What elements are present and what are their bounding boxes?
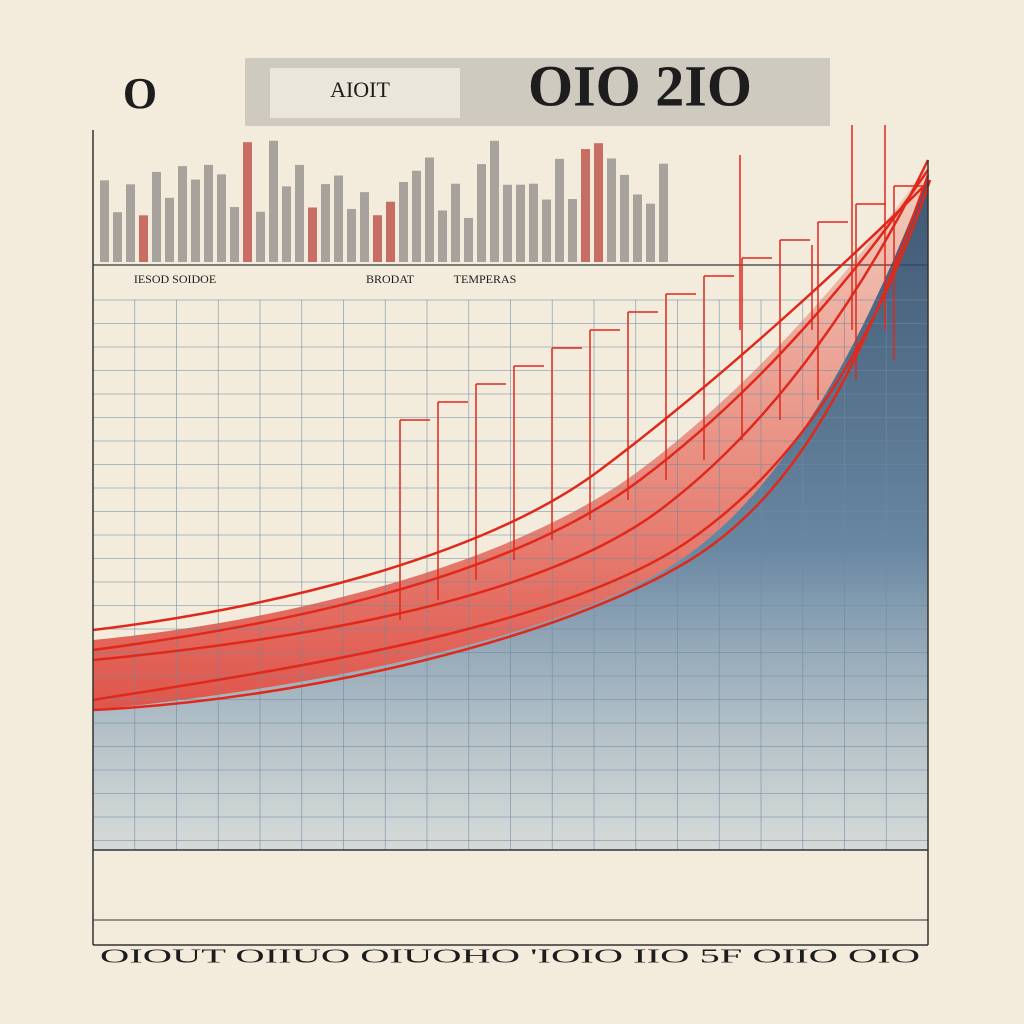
building	[269, 140, 278, 262]
building	[594, 143, 603, 262]
building	[659, 163, 668, 262]
building	[152, 171, 161, 262]
red-curve	[92, 184, 926, 632]
red-curve	[92, 159, 930, 662]
building	[477, 164, 486, 262]
building	[204, 164, 213, 262]
header-title: OIO 2IO	[528, 53, 752, 118]
building	[620, 174, 629, 262]
building	[555, 158, 564, 262]
header-caption: AIOIT	[330, 77, 390, 102]
building	[243, 142, 252, 262]
building	[100, 180, 109, 262]
building	[126, 184, 135, 262]
building	[321, 184, 330, 262]
red-lines	[92, 125, 932, 712]
red-curve	[92, 169, 930, 652]
building	[165, 197, 174, 262]
building	[178, 166, 187, 262]
building	[373, 215, 382, 262]
building	[425, 157, 434, 262]
building	[347, 208, 356, 262]
city-band	[100, 140, 668, 262]
building	[464, 217, 473, 262]
band-label: TEMPERAS	[454, 272, 517, 286]
building	[451, 183, 460, 262]
band-label: BRODAT	[366, 272, 415, 286]
building	[516, 184, 525, 262]
building	[490, 140, 499, 262]
building	[438, 210, 447, 262]
red-curve	[92, 174, 930, 712]
building	[503, 184, 512, 262]
building	[529, 183, 538, 262]
building	[282, 186, 291, 262]
building	[399, 181, 408, 262]
building	[412, 170, 421, 262]
footer-text: OIOUT OIIUO OIUOHO 'IOIO IIO 5F OIIO OIO	[100, 946, 920, 968]
building	[633, 194, 642, 262]
band-label: IESOD SOIDOE	[134, 272, 216, 286]
building	[607, 158, 616, 262]
building	[542, 199, 551, 262]
building	[360, 192, 369, 262]
grid	[92, 299, 929, 850]
building	[308, 207, 317, 262]
building	[139, 215, 148, 262]
header-mark: O	[123, 69, 157, 118]
building	[113, 212, 122, 262]
building	[295, 164, 304, 262]
building	[191, 179, 200, 262]
building	[568, 199, 577, 262]
building	[581, 149, 590, 262]
building	[230, 207, 239, 262]
building	[256, 211, 265, 262]
header-box	[270, 68, 460, 118]
building	[217, 174, 226, 262]
building	[646, 203, 655, 262]
building	[386, 201, 395, 262]
building	[334, 175, 343, 262]
